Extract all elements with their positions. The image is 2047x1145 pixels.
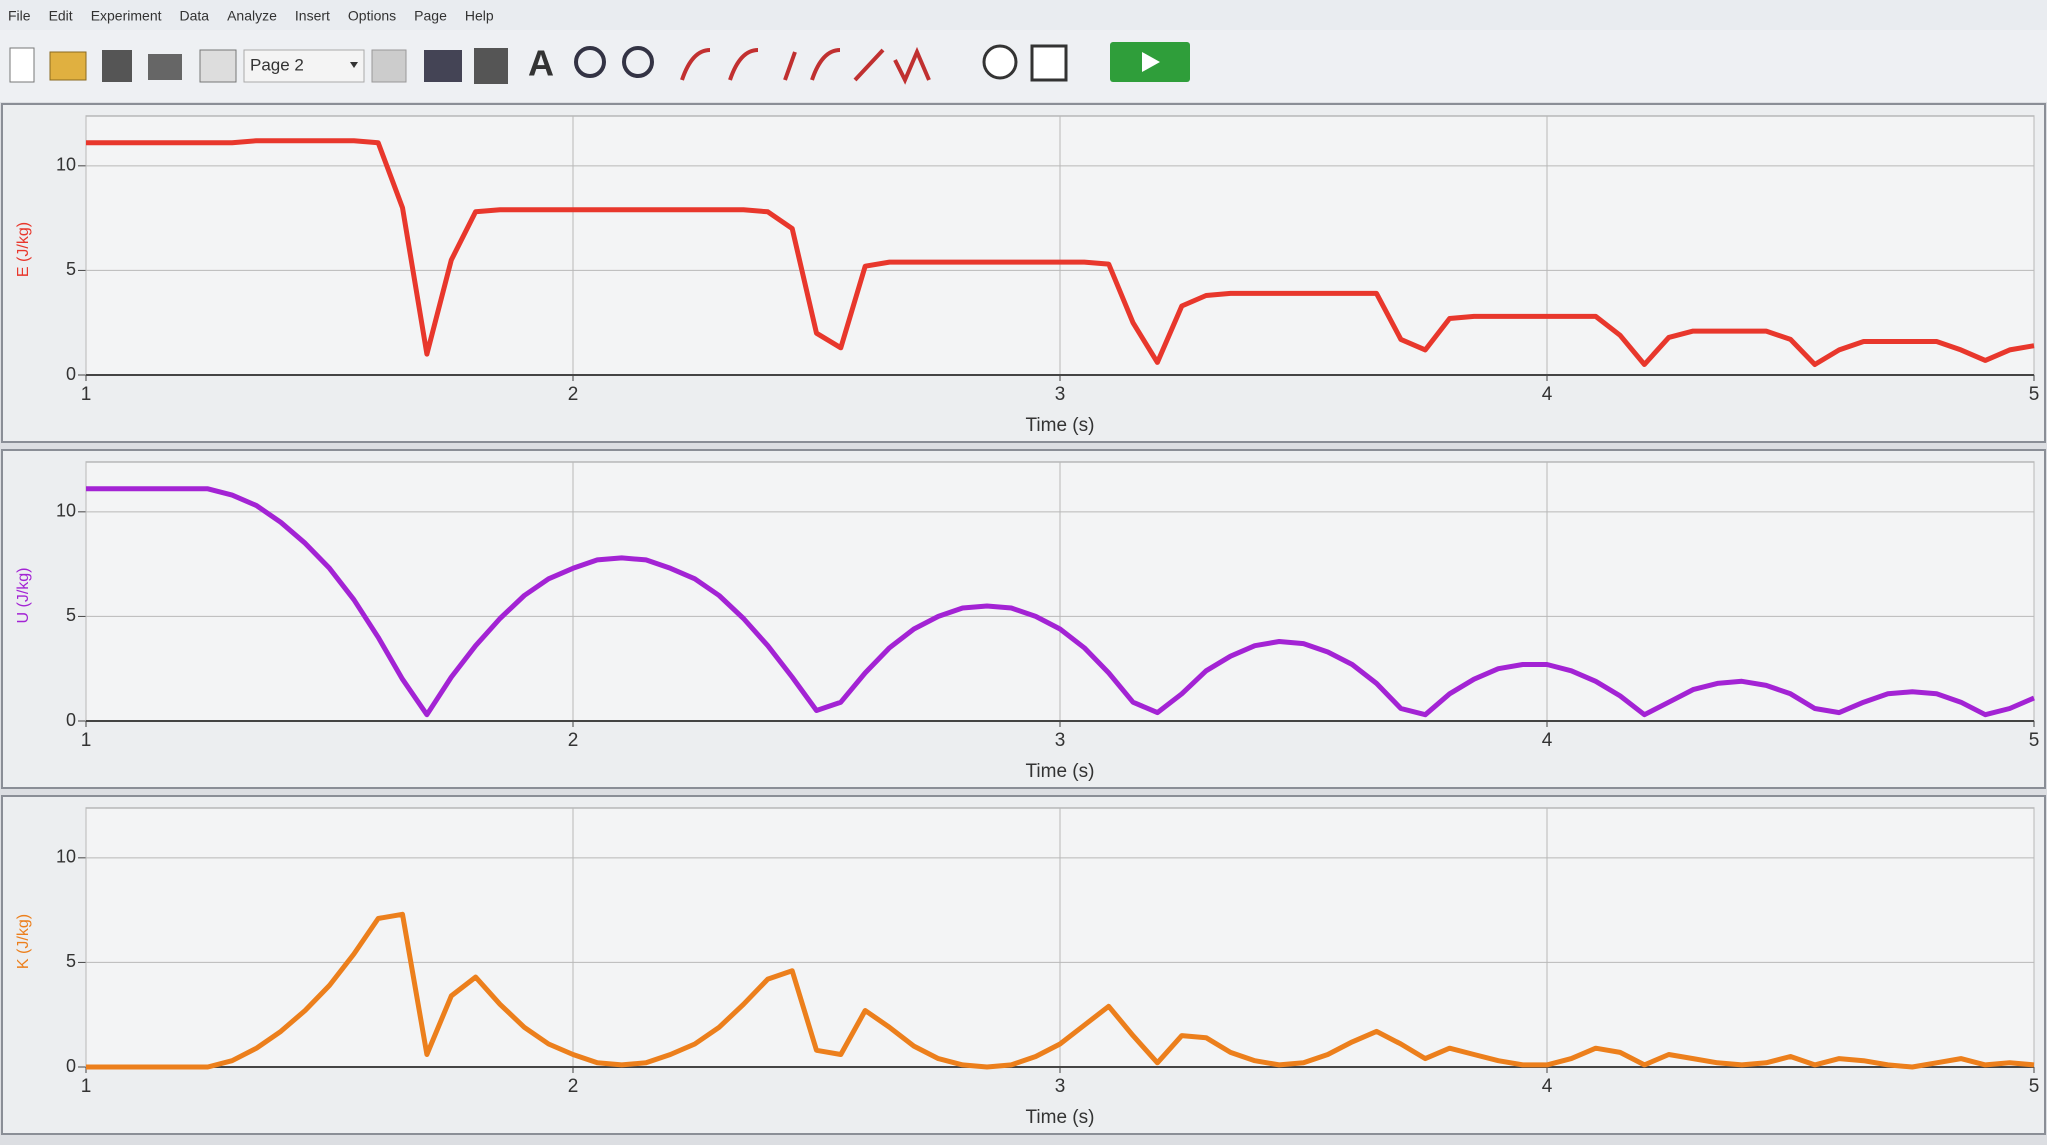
menu-item[interactable]: Experiment — [91, 8, 162, 24]
text-tool-icon[interactable]: A — [528, 43, 554, 84]
menu-bar — [0, 0, 2047, 30]
x-tick-label: 5 — [2029, 384, 2040, 405]
menu-item[interactable]: Page — [414, 8, 447, 24]
y-tick-label: 10 — [56, 155, 76, 175]
back-button[interactable] — [199, 49, 237, 83]
y-tick-label: 0 — [66, 364, 76, 384]
x-axis-label: Time (s) — [1026, 415, 1095, 436]
print-button[interactable] — [148, 54, 182, 80]
x-tick-label: 3 — [1055, 1076, 1066, 1097]
open-button[interactable] — [49, 51, 87, 81]
y-tick-label: 5 — [66, 605, 76, 625]
curve-tools[interactable] — [680, 48, 759, 81]
x-tick-label: 1 — [81, 730, 92, 751]
menu-item[interactable]: Insert — [295, 8, 330, 24]
x-axis-label: Time (s) — [1026, 1107, 1095, 1128]
x-tick-label: 4 — [1542, 384, 1553, 405]
forward-button[interactable] — [371, 49, 407, 83]
y-axis-label: U (J/kg) — [15, 568, 32, 624]
new-button[interactable] — [9, 47, 35, 83]
y-tick-label: 0 — [66, 1056, 76, 1076]
toolbar-icons: Page 2 A — [9, 42, 1190, 85]
x-tick-label: 5 — [2029, 1076, 2040, 1097]
y-tick-label: 0 — [66, 710, 76, 730]
x-tick-label: 2 — [568, 730, 579, 751]
play-icon — [1142, 52, 1160, 72]
data-line — [86, 911, 2035, 1070]
x-tick-label: 4 — [1542, 730, 1553, 751]
x-tick-label: 2 — [568, 384, 579, 405]
y-tick-label: 5 — [66, 951, 76, 971]
zoom-in-button[interactable] — [574, 46, 606, 78]
page-label: Page 2 — [250, 55, 304, 74]
menu-item[interactable]: Help — [465, 8, 494, 24]
menu-item[interactable]: Options — [348, 8, 396, 24]
y-axis-label: K (J/kg) — [15, 914, 32, 969]
graph-button[interactable] — [1030, 44, 1068, 82]
clock-button[interactable] — [982, 44, 1018, 80]
x-tick-label: 5 — [2029, 730, 2040, 751]
menu-item[interactable]: File — [8, 8, 31, 24]
page-menu[interactable] — [243, 49, 365, 83]
menu: File Edit Experiment Data Analyze Insert Optio… — [8, 8, 494, 24]
y-tick-label: 5 — [66, 259, 76, 279]
x-tick-label: 2 — [568, 1076, 579, 1097]
dropdown-arrow — [350, 62, 358, 68]
x-axis-label: Time (s) — [1026, 761, 1095, 782]
menu-item[interactable]: Analyze — [227, 8, 277, 24]
y-tick-label: 10 — [56, 501, 76, 521]
menu-item[interactable]: Edit — [49, 8, 73, 24]
x-tick-label: 1 — [81, 1076, 92, 1097]
zoom-out-button[interactable] — [622, 46, 654, 78]
x-tick-label: 4 — [1542, 1076, 1553, 1097]
table-button[interactable] — [424, 50, 462, 82]
y-axis-label: E (J/kg) — [15, 222, 32, 277]
x-tick-label: 3 — [1055, 384, 1066, 405]
analysis-tools[interactable] — [783, 46, 931, 85]
y-tick-label: 10 — [56, 847, 76, 867]
save-button[interactable] — [102, 50, 132, 82]
data-line — [86, 138, 2035, 367]
x-tick-label: 1 — [81, 384, 92, 405]
x-tick-label: 3 — [1055, 730, 1066, 751]
menu-item[interactable]: Data — [180, 8, 210, 24]
calculator-button[interactable] — [474, 48, 508, 84]
data-line — [86, 486, 2035, 718]
